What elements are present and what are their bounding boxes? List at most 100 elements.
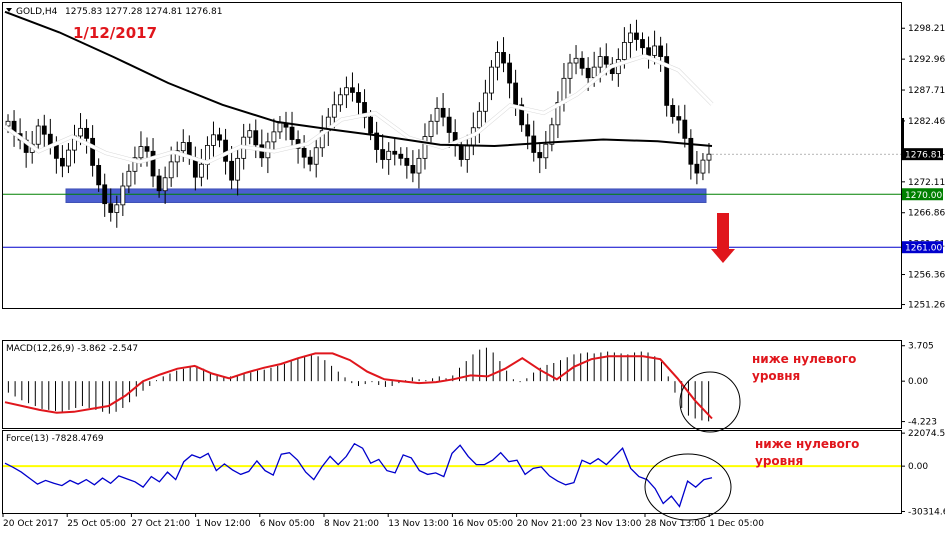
ohlc-header: 1275.83 1277.28 1274.81 1276.81: [65, 7, 222, 17]
candle-body: [374, 132, 380, 150]
candle-body: [458, 145, 464, 160]
x-tick-label: 1 Nov 12:00: [196, 519, 251, 529]
date-annotation: 1/12/2017: [73, 24, 157, 42]
price-tag-box: [902, 148, 943, 161]
candle-body: [658, 45, 664, 57]
candle-body: [5, 120, 11, 127]
candle-body: [694, 163, 700, 174]
candle-body: [392, 150, 398, 155]
force-pane: [2, 430, 902, 514]
candle-body: [162, 177, 168, 192]
candle-body: [634, 32, 639, 40]
candle-body: [180, 142, 186, 152]
candle-body: [174, 150, 180, 163]
candle-body: [90, 137, 96, 166]
candle-body: [253, 130, 259, 146]
macd-header: MACD(12,26,9) -3.862 -2.547: [6, 344, 138, 354]
price-tag-label: 1261.00: [905, 244, 942, 254]
force-line: [4, 442, 713, 508]
candle-body: [652, 45, 657, 56]
macd-annotation-line2: уровня: [752, 369, 800, 383]
candle-body: [404, 157, 410, 166]
candle-body: [198, 163, 204, 178]
candle-body: [549, 124, 555, 145]
x-tick-label: 1 Dec 05:00: [709, 519, 764, 529]
x-tick-label: 13 Nov 13:00: [388, 519, 449, 529]
candle-body: [386, 150, 392, 160]
force-annotation-line2: уровня: [755, 454, 803, 468]
y-tick-label: 1282.46: [908, 117, 945, 127]
price-tag-label: 1276.81: [905, 151, 942, 161]
candle-body: [507, 62, 512, 84]
moving-averages: [3, 10, 714, 165]
candle-body: [434, 107, 440, 122]
candle-body: [501, 52, 506, 64]
candle-body: [96, 165, 102, 186]
candle-body: [307, 156, 313, 165]
candle-body: [217, 134, 222, 141]
candle-body: [440, 107, 446, 118]
candle-body: [525, 124, 531, 137]
force-series: [3, 442, 901, 508]
candle-body: [271, 131, 277, 143]
candle-body: [398, 153, 404, 159]
candle-body: [513, 82, 519, 106]
candle-body: [495, 52, 500, 68]
candle-body: [640, 39, 645, 49]
candle-body: [66, 149, 71, 167]
candle-body: [664, 56, 670, 106]
candle-body: [235, 157, 241, 181]
candle-body: [416, 157, 422, 174]
candle-body: [555, 102, 561, 126]
down-arrow-icon: [711, 213, 735, 263]
y-tick-label: 1251.26: [908, 301, 945, 311]
price-tag-box: [902, 241, 943, 254]
candle-body: [476, 110, 482, 129]
x-tick-label: 20 Nov 21:00: [517, 519, 578, 529]
candle-body: [211, 134, 216, 146]
candle-body: [368, 116, 373, 134]
force-annotation-line1: ниже нулевого: [755, 437, 859, 451]
y-tick-label: 1272.11: [908, 178, 945, 188]
price-tag-label: 1270.00: [905, 191, 942, 201]
candle-body: [410, 165, 416, 174]
chart-menu-triangle-icon[interactable]: [6, 8, 12, 12]
force-y-tick-label: -30314.65: [908, 507, 945, 517]
x-tick-label: 8 Nov 21:00: [324, 519, 379, 529]
candle-body: [120, 185, 126, 206]
candle-body: [489, 66, 494, 94]
macd-annotation-line1: ниже нулевого: [752, 352, 856, 366]
candle-body: [144, 146, 150, 152]
candle-body: [229, 160, 235, 181]
candle-body: [138, 146, 144, 159]
candle-body: [277, 122, 283, 133]
x-tick-label: 6 Nov 05:00: [260, 519, 315, 529]
candle-body: [706, 153, 712, 161]
x-tick-label: 23 Nov 13:00: [581, 519, 642, 529]
candle-body: [670, 104, 676, 117]
x-tick-label: 25 Oct 05:00: [67, 519, 126, 529]
candle-body: [331, 104, 337, 118]
x-tick-label: 16 Nov 05:00: [452, 519, 513, 529]
x-tick-label: 27 Oct 21:00: [131, 519, 190, 529]
candle-body: [344, 87, 349, 96]
force-y-tick-label: 0.00: [908, 462, 928, 472]
macd-series: [4, 347, 713, 422]
candle-body: [289, 126, 295, 140]
price-tag-box: [902, 188, 943, 201]
candle-body: [132, 157, 138, 172]
macd-highlight-circle: [679, 371, 741, 433]
macd-y-tick-label: -4.223: [908, 418, 937, 428]
candle-body: [380, 149, 386, 160]
support-band: [65, 188, 707, 203]
candle-body: [156, 175, 162, 192]
candle-body: [676, 116, 682, 121]
candle-body: [585, 67, 591, 79]
candle-body: [108, 203, 114, 213]
candle-body: [682, 119, 688, 139]
candle-body: [150, 150, 156, 177]
candle-body: [41, 125, 47, 135]
price-pane: [2, 2, 902, 309]
x-axis-ticks: 20 Oct 2017 25 Oct 05:00 27 Oct 21:00 1 Nov…: [2, 514, 764, 529]
